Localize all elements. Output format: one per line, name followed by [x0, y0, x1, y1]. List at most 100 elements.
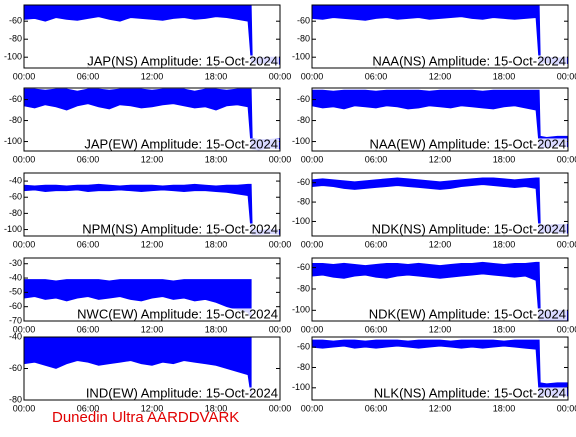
x-tick-label: 06:00 — [365, 403, 388, 413]
title-background — [367, 308, 567, 321]
x-tick-label: 18:00 — [493, 239, 516, 249]
y-tick-label: -60 — [9, 16, 22, 26]
x-tick-label: 18:00 — [493, 324, 516, 334]
panel: -80 -60 -40 00:00 06:00 12:00 18:00 00:00 IND(EW… — [9, 331, 291, 413]
y-tick-label: -60 — [297, 16, 310, 26]
y-tick-label: -80 — [297, 283, 310, 293]
y-tick-label: -30 — [9, 258, 22, 268]
amplitude-area — [312, 261, 568, 321]
panel-title: NAA(EW) Amplitude: 15-Oct-2024 — [369, 136, 566, 151]
y-tick-label: -50 — [9, 287, 22, 297]
y-tick-label: -100 — [292, 136, 310, 146]
x-tick-label: 00:00 — [269, 71, 292, 81]
y-tick-label: -80 — [297, 34, 310, 44]
x-tick-label: 18:00 — [205, 324, 228, 334]
y-tick-label: -60 — [297, 94, 310, 104]
x-tick-label: 00:00 — [13, 324, 36, 334]
title-background — [81, 223, 279, 236]
y-tick-label: -60 — [297, 262, 310, 272]
y-tick-label: -80 — [9, 208, 22, 218]
plot-area — [24, 183, 280, 235]
title-background — [76, 308, 279, 321]
x-tick-label: 12:00 — [141, 403, 164, 413]
x-tick-label: 06:00 — [365, 154, 388, 164]
panel: -100 -80 -60 00:00 06:00 12:00 18:00 00:00 NLK(N… — [292, 336, 576, 413]
x-tick-label: 00:00 — [269, 239, 292, 249]
y-tick-label: -80 — [297, 196, 310, 206]
panel: -100 -80 -60 -40 00:00 06:00 12:00 18:00 00:00 NP… — [4, 172, 292, 249]
y-tick-label: -70 — [9, 315, 22, 325]
y-tick-label: -80 — [297, 362, 310, 372]
x-tick-label: 12:00 — [429, 403, 452, 413]
panel: -100 -80 -60 00:00 06:00 12:00 18:00 00:00 JAP(E… — [4, 87, 292, 164]
footer: Dunedin Ultra AARDDVARK — [52, 409, 239, 426]
panel-title: NPM(NS) Amplitude: 15-Oct-2024 — [82, 221, 278, 236]
x-tick-label: 18:00 — [205, 154, 228, 164]
panel: -100 -80 -60 00:00 06:00 12:00 18:00 00:00 NDK(E… — [292, 257, 576, 334]
y-tick-label: -80 — [9, 115, 22, 125]
x-tick-label: 06:00 — [365, 324, 388, 334]
y-tick-label: -80 — [9, 394, 22, 404]
y-tick-label: -100 — [4, 52, 22, 62]
panel-title: JAP(NS) Amplitude: 15-Oct-2024 — [87, 53, 278, 68]
y-tick-label: -100 — [292, 216, 310, 226]
amplitude-area — [312, 89, 568, 149]
x-tick-label: 00:00 — [557, 71, 576, 81]
x-tick-label: 12:00 — [141, 71, 164, 81]
y-tick-label: -100 — [292, 382, 310, 392]
x-tick-label: 12:00 — [141, 239, 164, 249]
x-tick-label: 00:00 — [269, 154, 292, 164]
y-tick-label: -60 — [9, 192, 22, 202]
x-tick-label: 12:00 — [429, 71, 452, 81]
panel-title: JAP(EW) Amplitude: 15-Oct-2024 — [84, 136, 278, 151]
x-tick-label: 00:00 — [269, 403, 292, 413]
panel-title: NDK(NS) Amplitude: 15-Oct-2024 — [372, 221, 566, 236]
x-tick-label: 00:00 — [13, 71, 36, 81]
x-tick-label: 06:00 — [77, 324, 100, 334]
x-tick-label: 12:00 — [429, 324, 452, 334]
x-tick-label: 00:00 — [557, 324, 576, 334]
x-tick-label: 06:00 — [77, 403, 100, 413]
panel: -100 -80 -60 00:00 06:00 12:00 18:00 00:00 NAA(N… — [292, 4, 576, 81]
y-tick-label: -80 — [297, 115, 310, 125]
plot-area — [24, 88, 280, 151]
y-tick-label: -60 — [9, 301, 22, 311]
panel: -70 -60 -50 -40 -30 00:00 06:00 12:00 18:00 00:00… — [9, 257, 292, 334]
title-background — [370, 223, 567, 236]
x-tick-label: 00:00 — [557, 239, 576, 249]
x-tick-label: 18:00 — [205, 403, 228, 413]
x-tick-label: 00:00 — [269, 324, 292, 334]
plot-area — [312, 261, 568, 321]
title-background — [86, 55, 279, 68]
y-tick-label: -60 — [297, 342, 310, 352]
y-tick-label: -100 — [292, 305, 310, 315]
y-tick-label: -40 — [9, 331, 22, 341]
y-tick-label: -60 — [9, 363, 22, 373]
x-tick-label: 18:00 — [205, 71, 228, 81]
x-tick-label: 12:00 — [429, 154, 452, 164]
x-tick-label: 06:00 — [365, 71, 388, 81]
x-tick-label: 18:00 — [493, 154, 516, 164]
panel-title: NLK(NS) Amplitude: 15-Oct-2024 — [374, 385, 566, 400]
x-tick-label: 00:00 — [301, 403, 324, 413]
y-tick-label: -60 — [297, 177, 310, 187]
x-tick-label: 18:00 — [493, 403, 516, 413]
x-tick-label: 18:00 — [493, 71, 516, 81]
x-tick-label: 06:00 — [365, 239, 388, 249]
panel-title: NDK(EW) Amplitude: 15-Oct-2024 — [369, 306, 566, 321]
x-tick-label: 00:00 — [13, 239, 36, 249]
x-tick-label: 00:00 — [301, 324, 324, 334]
panel-title: NWC(EW) Amplitude: 15-Oct-2024 — [77, 306, 278, 321]
y-tick-label: -80 — [9, 34, 22, 44]
x-tick-label: 00:00 — [301, 71, 324, 81]
y-tick-label: -40 — [9, 175, 22, 185]
title-background — [371, 55, 567, 68]
panel-title: IND(EW) Amplitude: 15-Oct-2024 — [86, 385, 278, 400]
amplitude-area — [24, 183, 280, 235]
title-background — [372, 387, 567, 400]
y-tick-label: -100 — [4, 224, 22, 234]
x-tick-label: 06:00 — [77, 71, 100, 81]
title-background — [368, 138, 567, 151]
